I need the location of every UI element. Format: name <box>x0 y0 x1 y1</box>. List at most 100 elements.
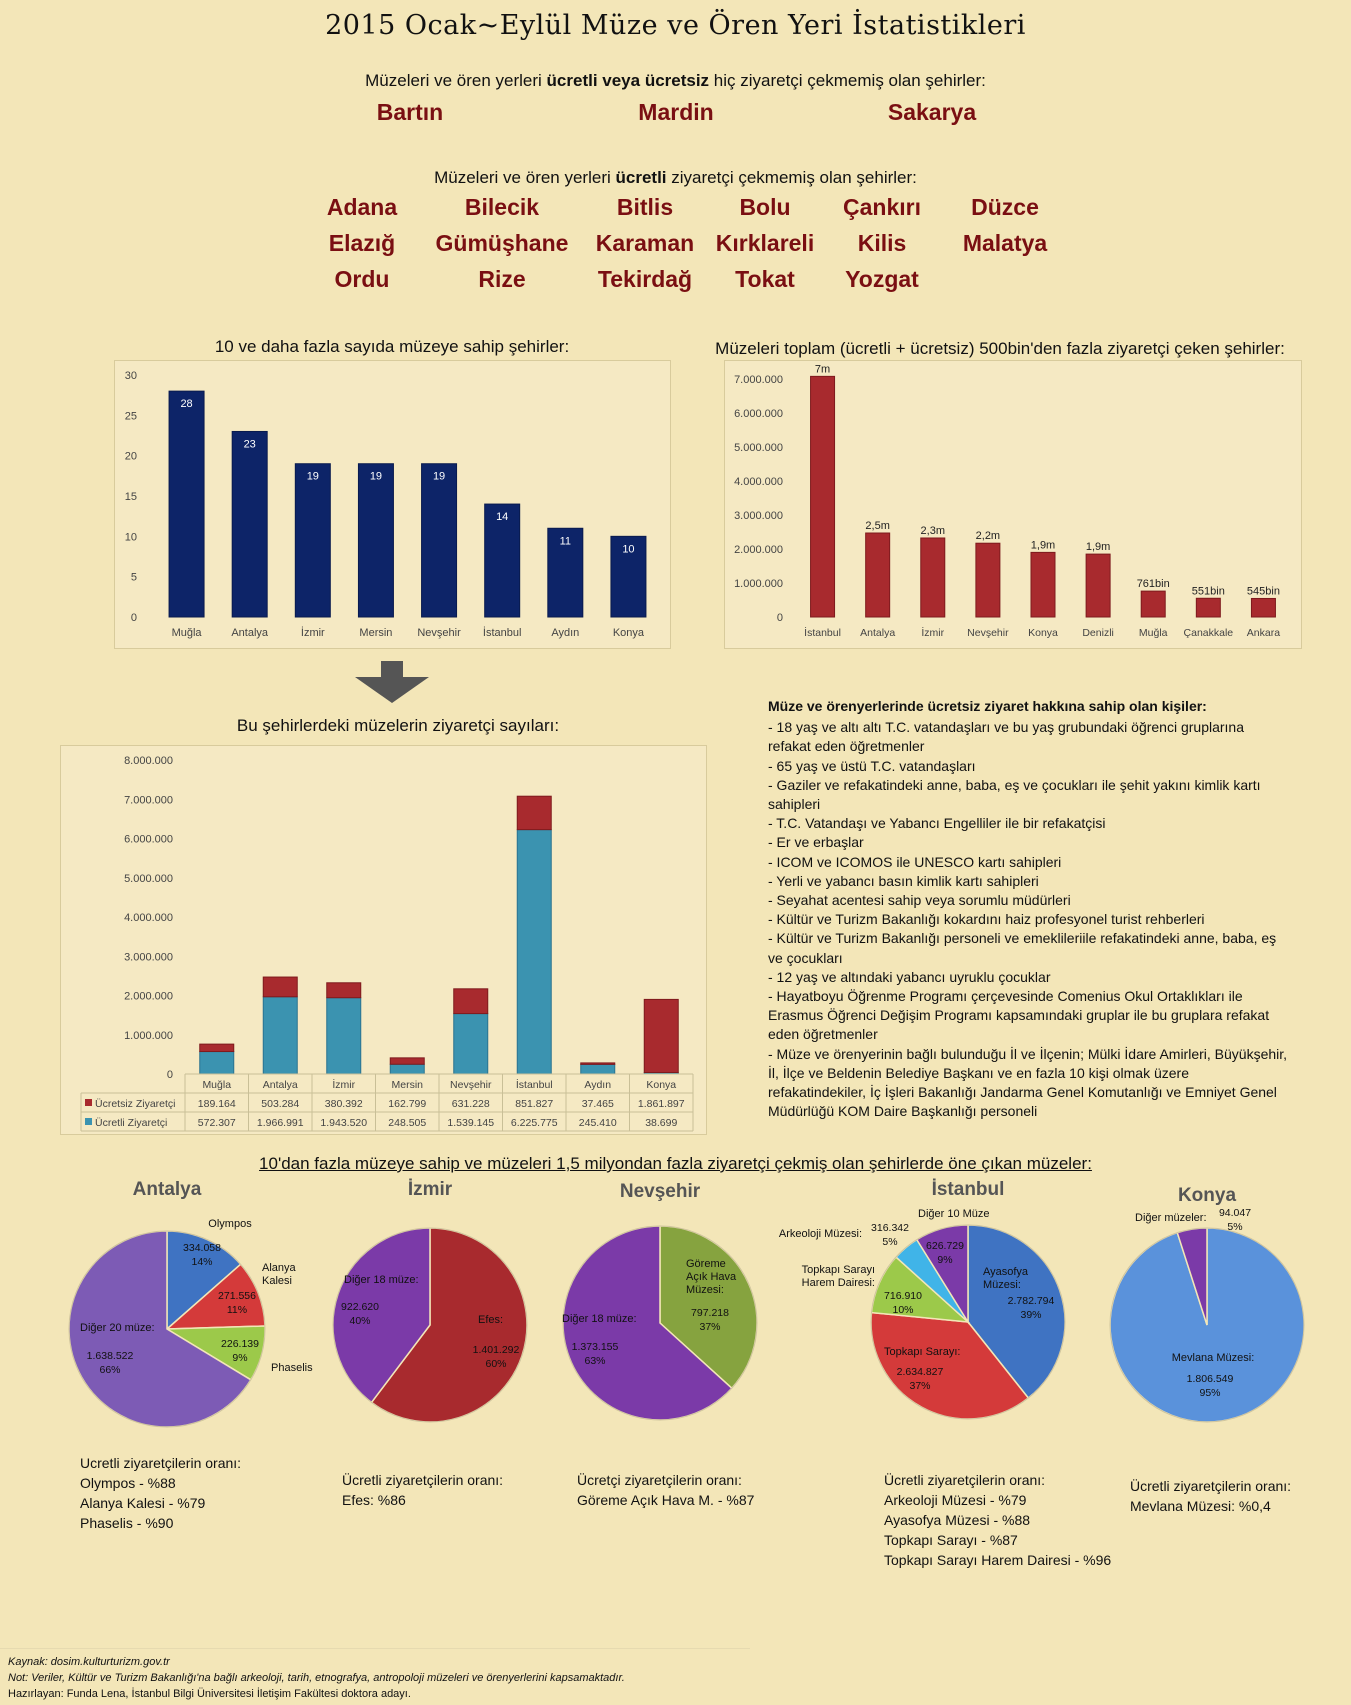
rights-item: - Kültür ve Turizm Bakanlığı kokardını h… <box>768 911 1205 928</box>
y-tick-label: 5 <box>131 572 137 584</box>
slice-value: 2.782.794 <box>1008 1295 1055 1307</box>
pie-outline <box>1109 1227 1305 1423</box>
pie-slice <box>915 1224 969 1325</box>
rights-item: - Müze ve örenyerinin bağlı bulunduğu İl… <box>768 1045 1288 1120</box>
city-name: Mardin <box>638 99 714 125</box>
x-tick-label: Antalya <box>860 627 895 639</box>
data-label: 23 <box>244 438 256 450</box>
table-cell: 1.539.145 <box>447 1117 494 1129</box>
y-tick-label: 3.000.000 <box>124 951 173 963</box>
note-block: Ücretli ziyaretçilerin oranı: Arkeoloji M… <box>884 1470 1111 1570</box>
table-cell: 572.307 <box>198 1117 236 1129</box>
bar-İstanbul <box>484 503 521 618</box>
pie-slice <box>562 1225 733 1421</box>
slice-value: 2.634.827 <box>897 1366 944 1378</box>
page-title: 2015 Ocak~Eylül Müze ve Ören Yeri İstati… <box>325 10 1026 41</box>
slice-name: Topkapı Sarayı <box>802 1264 875 1276</box>
rights-item: - ICOM ve ICOMOS ile UNESCO kartı sahipl… <box>768 853 1062 870</box>
y-tick-label: 0 <box>777 612 783 624</box>
slice-name: Alanya <box>262 1262 297 1274</box>
x-tick-label: Aydın <box>551 627 579 639</box>
bar-Ankara <box>1250 597 1276 618</box>
slice-value: 271.556 <box>218 1290 256 1302</box>
slice-name: Efes: <box>478 1314 503 1326</box>
footer-author: Hazırlayan: Funda Lena, İstanbul Bilgi Ü… <box>8 1688 411 1700</box>
table-cell: 631.228 <box>452 1098 490 1110</box>
slice-name: Açık Hava <box>686 1271 737 1283</box>
note-heading: Ucretli ziyaretçilerin oranı: <box>80 1455 242 1471</box>
x-tick-label: Mersin <box>359 627 392 639</box>
bar-İstanbul <box>810 375 836 618</box>
city-name: Yozgat <box>845 266 919 292</box>
pie-title: Nevşehir <box>620 1181 701 1202</box>
table-cell: 245.410 <box>579 1117 617 1129</box>
pie-title: İstanbul <box>932 1179 1005 1200</box>
pie-outline <box>870 1224 1066 1420</box>
bar-Muğla <box>168 390 205 618</box>
data-label: 2,5m <box>865 520 889 532</box>
museum-count-chart: 0 5 10 15 20 25 30 28 Muğla 23 Antalya 19 İzmir 19 Mer… <box>125 370 647 639</box>
bar-free-Antalya <box>262 976 298 998</box>
pie-outline <box>562 1225 758 1421</box>
note-line: Göreme Açık Hava M. - %87 <box>577 1492 755 1508</box>
slice-value: 797.218 <box>691 1307 729 1319</box>
slice-name: Müzesi: <box>983 1279 1021 1291</box>
slice-percent: 9% <box>232 1352 247 1364</box>
y-tick-label: 30 <box>125 370 137 382</box>
slice-name: Harem Dairesi: <box>802 1277 875 1289</box>
city-name: Çankırı <box>843 194 921 220</box>
rights-item: - Seyahat acentesi sahip veya sorumlu mü… <box>768 892 1071 909</box>
slice-percent: 37% <box>699 1321 720 1333</box>
y-tick-label: 1.000.000 <box>734 578 783 590</box>
bar-free-İstanbul <box>516 795 552 831</box>
x-tick-label: İstanbul <box>516 1078 553 1091</box>
table-cell: 851.827 <box>515 1098 553 1110</box>
x-tick-label: Denizli <box>1082 627 1114 639</box>
note-heading: Ücretli ziyaretçilerin oranı: <box>1130 1478 1292 1494</box>
note-line: Topkapı Sarayı Harem Dairesi - %96 <box>884 1552 1112 1568</box>
bar-Nevşehir <box>421 463 458 618</box>
city-name: Kırklareli <box>715 230 815 256</box>
y-tick-label: 3.000.000 <box>734 510 783 522</box>
slice-name: Arkeoloji Müzesi: <box>779 1228 862 1240</box>
bar-Antalya <box>231 430 268 618</box>
y-tick-label: 7.000.000 <box>124 794 173 806</box>
y-tick-label: 20 <box>125 451 137 463</box>
data-label: 1,9m <box>1031 539 1055 551</box>
chart1-panel: 0 5 10 15 20 25 30 28 Muğla 23 Antalya 19 İzmir 19 Mer… <box>114 360 671 649</box>
legend-swatch-paid <box>85 1118 92 1125</box>
slice-percent: 37% <box>909 1380 930 1392</box>
note-heading: Ücretçi ziyaretçilerin oranı: <box>577 1472 742 1488</box>
y-tick-label: 8.000.000 <box>124 755 173 767</box>
x-tick-label: Mersin <box>391 1079 423 1091</box>
chart2-panel: 0 1.000.000 2.000.000 3.000.000 4.000.000 5.0… <box>724 360 1302 649</box>
bar-paid-Antalya <box>262 996 298 1075</box>
slice-value: 316.342 <box>871 1222 909 1234</box>
bar-Çanakkale <box>1195 597 1221 618</box>
note-line: Phaselis - %90 <box>80 1515 174 1531</box>
rights-item: - Er ve erbaşlar <box>768 834 864 851</box>
pie-slice <box>659 1225 758 1390</box>
slice-name: Ayasofya <box>983 1266 1029 1278</box>
city-name: Tekirdağ <box>597 266 693 292</box>
city-name: Gümüşhane <box>435 230 569 256</box>
y-tick-label: 4.000.000 <box>734 476 783 488</box>
pie-title: Konya <box>1178 1185 1237 1206</box>
pie-slice <box>332 1227 431 1404</box>
note-line: Ayasofya Müzesi - %88 <box>884 1512 1031 1528</box>
rights-item: - T.C. Vatandaşı ve Yabancı Engelliler i… <box>768 815 1106 832</box>
data-label: 7m <box>815 363 830 375</box>
bar-Aydın <box>547 527 584 618</box>
table-cell: 380.392 <box>325 1098 363 1110</box>
slice-name: Olympos <box>208 1218 252 1230</box>
note-line: Efes: %86 <box>342 1492 406 1508</box>
bar-Denizli <box>1085 553 1111 618</box>
rights-item: - Yerli ve yabancı basın kimlik kartı sa… <box>768 872 1039 889</box>
data-label: 10 <box>622 543 634 555</box>
y-tick-label: 5.000.000 <box>734 442 783 454</box>
rights-item: - Gaziler ve refakatindeki anne, baba, e… <box>768 776 1261 813</box>
rights-item: - 12 yaş ve altındaki yabancı uyruklu ço… <box>768 968 1051 985</box>
data-label: 2,3m <box>921 525 945 537</box>
bar-Mersin <box>357 463 394 618</box>
data-label: 1,9m <box>1086 541 1110 553</box>
